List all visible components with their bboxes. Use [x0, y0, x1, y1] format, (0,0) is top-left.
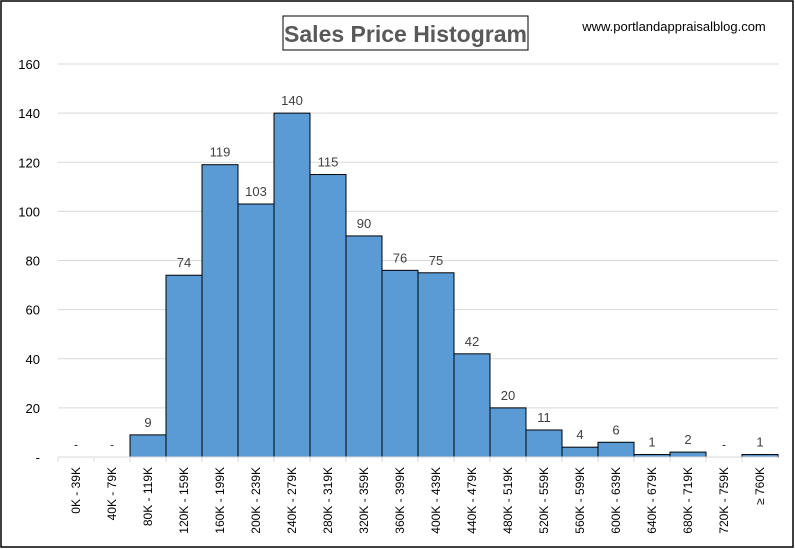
title-box [282, 15, 529, 51]
x-tick-label: 120K - 159K [177, 467, 191, 534]
bar [597, 441, 635, 458]
data-label: 115 [318, 155, 339, 170]
bar [489, 407, 527, 458]
x-axis: 0K - 39K 40K - 79K 80K - 119K 120K - 159K 16… [57, 456, 778, 534]
data-label: 75 [429, 253, 443, 268]
data-label: 1 [756, 435, 763, 450]
chart-title: Sales Price Histogram [284, 21, 527, 47]
data-labels: - - 9 74 119 103 140 115 90 76 75 42 20 11 4 6 1 2 - 1 [74, 93, 764, 452]
data-label: 1 [648, 435, 655, 450]
bar [273, 112, 311, 458]
data-label: 90 [357, 216, 371, 231]
x-tick-label: 320K - 359K [357, 467, 371, 534]
x-tick-label: 40K - 79K [105, 467, 119, 520]
data-label: 76 [393, 250, 407, 265]
bar [165, 274, 203, 458]
bar [561, 446, 599, 458]
y-tick-label: 160 [18, 57, 40, 72]
y-tick-label: 80 [26, 254, 40, 269]
x-tick-label: 400K - 439K [429, 467, 443, 534]
data-label: 11 [537, 410, 551, 425]
data-label: 4 [576, 427, 583, 442]
data-label: 2 [684, 432, 691, 447]
data-label: 9 [144, 415, 151, 430]
y-tick-label: 100 [18, 204, 40, 219]
x-tick-label: 720K - 759K [717, 467, 731, 534]
y-tick-label: 120 [18, 155, 40, 170]
x-tick-label: 600K - 639K [609, 467, 623, 534]
data-label: 6 [612, 422, 619, 437]
website-annotation: www.portlandappraisalblog.com [581, 19, 766, 34]
x-tick-label: 280K - 319K [321, 467, 335, 534]
bar [381, 269, 419, 458]
data-label: - [74, 437, 78, 452]
bar [669, 451, 707, 458]
x-tick-label: 240K - 279K [285, 467, 299, 534]
y-axis: - 20 40 60 80 100 120 140 160 [18, 57, 40, 465]
x-tick-label: 480K - 519K [501, 467, 515, 534]
y-tick-label: 40 [26, 352, 40, 367]
bars [129, 112, 779, 458]
y-tick-label: 60 [26, 303, 40, 318]
bar [309, 174, 347, 458]
x-tick-label: 560K - 599K [573, 467, 587, 534]
y-tick-label: - [36, 450, 40, 465]
y-tick-label: 140 [18, 106, 40, 121]
bar [345, 235, 383, 458]
data-label: 74 [177, 255, 191, 270]
data-label: 119 [210, 145, 231, 160]
x-tick-label: 680K - 719K [681, 467, 695, 534]
data-label: 103 [245, 184, 267, 199]
x-tick-label: ≥ 760K [753, 467, 767, 505]
y-tick-label: 20 [26, 401, 40, 416]
x-tick-label: 80K - 119K [141, 467, 155, 526]
data-label: - [110, 437, 114, 452]
bar [417, 272, 455, 458]
bar [201, 164, 239, 458]
bar [129, 434, 167, 458]
data-label: 42 [465, 334, 479, 349]
x-tick-label: 360K - 399K [393, 467, 407, 534]
bar [237, 203, 275, 458]
data-label: - [722, 437, 726, 452]
x-tick-label: 520K - 559K [537, 467, 551, 534]
x-tick-label: 200K - 239K [249, 467, 263, 534]
x-tick-label: 0K - 39K [69, 467, 83, 514]
data-label: 20 [501, 388, 515, 403]
bar [525, 429, 563, 458]
x-tick-label: 160K - 199K [213, 467, 227, 534]
x-tick-label: 440K - 479K [465, 467, 479, 534]
x-tick-label: 640K - 679K [645, 467, 659, 534]
bar [453, 353, 491, 458]
data-label: 140 [281, 93, 303, 108]
